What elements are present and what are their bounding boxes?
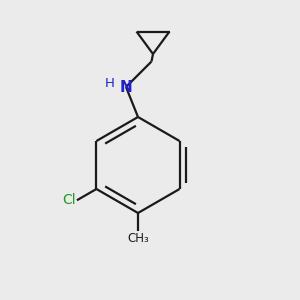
Text: N: N (120, 80, 132, 94)
Text: Cl: Cl (63, 193, 76, 207)
Text: CH₃: CH₃ (127, 232, 149, 245)
Text: H: H (105, 77, 114, 90)
